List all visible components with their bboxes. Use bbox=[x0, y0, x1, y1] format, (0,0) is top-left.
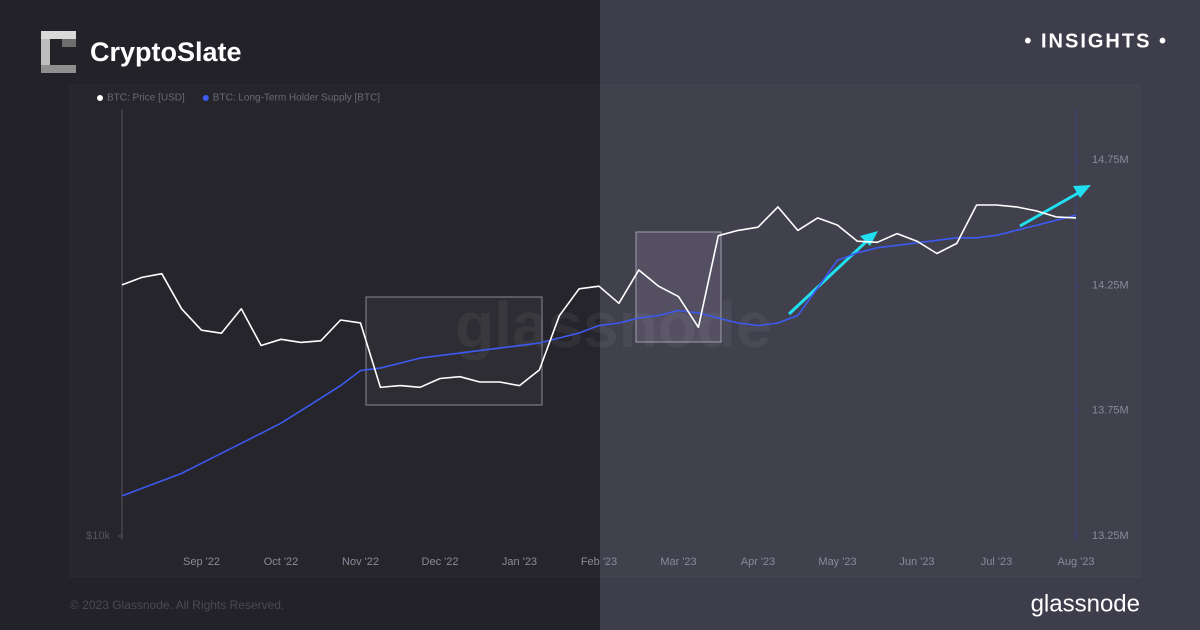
legend-label: BTC: Long-Term Holder Supply [BTC] bbox=[213, 93, 381, 104]
watermark: glassnode bbox=[455, 289, 772, 361]
legend-label: BTC: Price [USD] bbox=[107, 93, 185, 104]
x-tick-label: Sep '22 bbox=[183, 556, 220, 568]
legend-marker bbox=[97, 95, 103, 101]
chart-frame bbox=[69, 84, 1141, 578]
y-tick-label: $10k bbox=[86, 530, 110, 542]
series-line bbox=[121, 204, 1077, 389]
badge: • INSIGHTS • bbox=[1024, 30, 1168, 52]
y2-tick-label: 14.25M bbox=[1092, 279, 1129, 291]
logo: glassnode bbox=[1031, 590, 1140, 617]
legend-marker bbox=[202, 95, 209, 101]
x-tick-label: Jun '23 bbox=[899, 556, 934, 568]
x-tick-label: Jul '23 bbox=[981, 556, 1012, 568]
x-tick-label: Dec '22 bbox=[422, 556, 459, 568]
x-tick-label: Apr '23 bbox=[741, 556, 776, 568]
x-tick-label: Aug '23 bbox=[1058, 556, 1095, 568]
bg-right bbox=[600, 0, 1200, 630]
trend-arrow bbox=[787, 185, 1091, 316]
series-line bbox=[121, 214, 1077, 497]
y2-tick-label: 13.25M bbox=[1092, 530, 1129, 542]
x-tick-label: Jan '23 bbox=[502, 556, 537, 568]
brand: CryptoSlate bbox=[90, 37, 242, 67]
x-tick-label: Feb '23 bbox=[581, 556, 617, 568]
y2-tick-label: 14.75M bbox=[1092, 154, 1129, 166]
x-tick-label: May '23 bbox=[818, 556, 856, 568]
highlight-box bbox=[635, 231, 722, 343]
highlight-box bbox=[365, 296, 543, 406]
brand-icon bbox=[41, 31, 76, 73]
y2-tick-label: 13.75M bbox=[1092, 405, 1129, 417]
footer: © 2023 Glassnode. All Rights Reserved. bbox=[70, 598, 284, 612]
x-tick-label: Mar '23 bbox=[660, 556, 696, 568]
bg-left bbox=[0, 0, 600, 630]
x-tick-label: Oct '22 bbox=[264, 556, 299, 568]
x-tick-label: Nov '22 bbox=[342, 556, 379, 568]
